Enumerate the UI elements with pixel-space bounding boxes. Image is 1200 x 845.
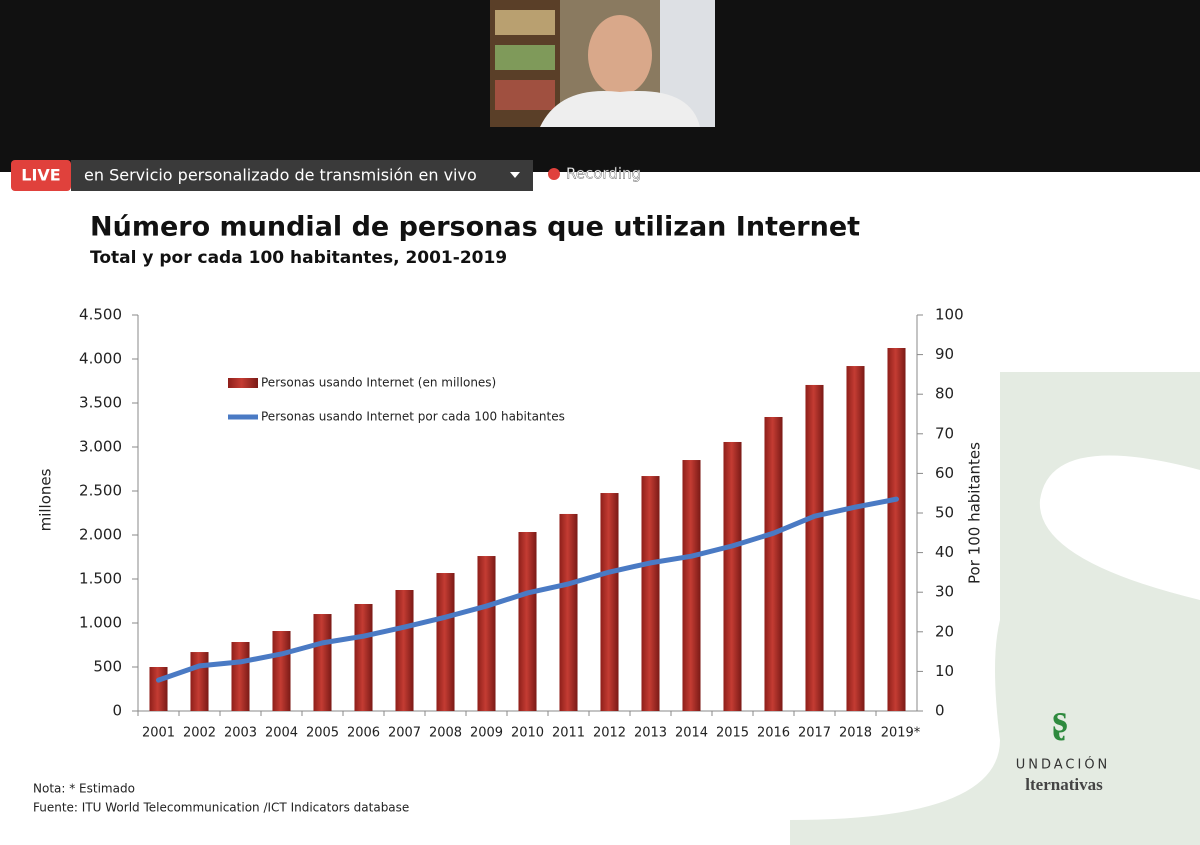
y-tick-label: 2.500 <box>79 482 122 500</box>
bar <box>846 366 865 711</box>
x-tick-label: 2003 <box>224 726 257 741</box>
x-tick-label: 2019* <box>881 726 921 741</box>
x-tick-label: 2018 <box>839 726 872 741</box>
bar <box>395 590 414 711</box>
x-tick-label: 2011 <box>552 726 585 741</box>
note: Nota: * Estimado <box>33 782 135 796</box>
bar <box>887 348 906 711</box>
live-badge <box>11 160 71 191</box>
source: Fuente: ITU World Telecommunication /ICT… <box>33 801 409 815</box>
video-feed <box>490 0 715 127</box>
x-tick-label: 2009 <box>470 726 503 741</box>
bar <box>190 652 209 711</box>
stream-selector[interactable] <box>71 160 533 191</box>
x-tick-label: 2007 <box>388 726 421 741</box>
y-tick-label: 4.000 <box>79 350 122 368</box>
logo-line2: lternativas <box>1025 775 1103 794</box>
y-tick-label: 4.500 <box>79 306 122 324</box>
bar <box>600 493 619 711</box>
live-label: LIVE <box>21 166 60 185</box>
y2-tick-label: 100 <box>935 306 964 324</box>
x-tick-label: 2010 <box>511 726 544 741</box>
bar <box>313 614 332 711</box>
logo-line1: UNDACIÓN <box>1016 757 1111 773</box>
chart-subtitle: Total y por cada 100 habitantes, 2001-20… <box>90 248 507 268</box>
y2-axis-label: Por 100 habitantes <box>966 442 984 584</box>
x-tick-label: 2012 <box>593 726 626 741</box>
y2-tick-label: 50 <box>935 504 954 522</box>
bar <box>723 441 742 711</box>
bar <box>272 631 291 711</box>
bar <box>764 416 783 711</box>
bar <box>559 513 578 711</box>
y-tick-label: 1.000 <box>79 614 122 632</box>
y2-tick-label: 70 <box>935 424 954 442</box>
bar <box>436 573 455 711</box>
x-tick-label: 2005 <box>306 726 339 741</box>
y-tick-label: 3.000 <box>79 438 122 456</box>
y2-tick-label: 30 <box>935 583 954 601</box>
bar <box>149 667 168 711</box>
y2-tick-label: 90 <box>935 345 954 363</box>
bar <box>805 384 824 711</box>
x-tick-label: 2013 <box>634 726 667 741</box>
bar <box>641 476 660 711</box>
x-tick-label: 2006 <box>347 726 380 741</box>
y-tick-label: 0 <box>112 702 122 720</box>
x-tick-label: 2008 <box>429 726 462 741</box>
line <box>156 496 899 683</box>
y2-tick-label: 0 <box>935 702 945 720</box>
bar <box>477 556 496 711</box>
x-tick-label: 2002 <box>183 726 216 741</box>
legend-swatch <box>228 378 258 388</box>
y2-tick-label: 80 <box>935 385 954 403</box>
y-tick-label: 3.500 <box>79 394 122 412</box>
x-tick-label: 2017 <box>798 726 831 741</box>
bar <box>518 532 537 711</box>
recording-label: Recording <box>566 165 641 183</box>
bar <box>682 460 701 711</box>
x-tick-label: 2004 <box>265 726 298 741</box>
y2-tick-label: 20 <box>935 622 954 640</box>
y-tick-label: 1.500 <box>79 570 122 588</box>
dropdown-arrow <box>510 172 520 178</box>
x-tick-label: 2016 <box>757 726 790 741</box>
background-logo <box>790 372 1200 845</box>
stream-name: en Servicio personalizado de transmisión… <box>84 166 477 185</box>
bar <box>354 603 373 711</box>
recording-dot <box>548 168 560 180</box>
y2-tick-label: 40 <box>935 543 954 561</box>
y-tick-label: 2.000 <box>79 526 122 544</box>
y-tick-label: 500 <box>93 658 122 676</box>
x-tick-label: 2014 <box>675 726 708 741</box>
y2-tick-label: 10 <box>935 662 954 680</box>
x-tick-label: 2001 <box>142 726 175 741</box>
legend-label: Personas usando Internet (en millones) <box>261 376 496 390</box>
y-axis-label: millones <box>37 468 55 531</box>
bar <box>231 642 250 711</box>
y2-tick-label: 60 <box>935 464 954 482</box>
x-tick-label: 2015 <box>716 726 749 741</box>
legend-label: Personas usando Internet por cada 100 ha… <box>261 410 565 424</box>
chart-title: Número mundial de personas que utilizan … <box>90 212 860 243</box>
logo-mark: ʂ <box>1052 696 1068 741</box>
